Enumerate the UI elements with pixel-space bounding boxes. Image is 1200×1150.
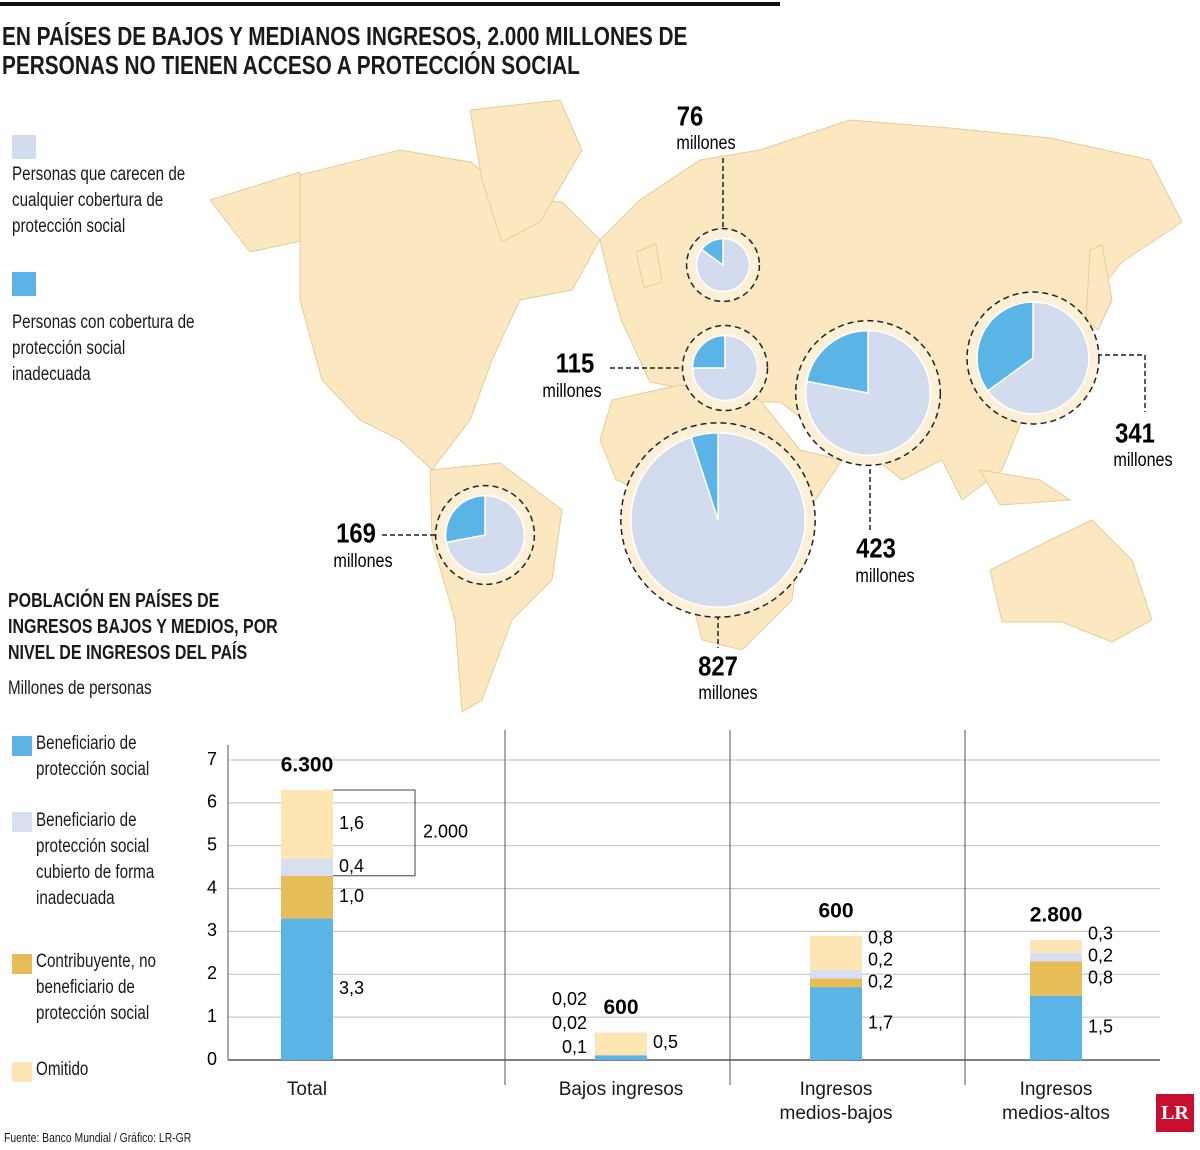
legend-swatch [12, 736, 32, 756]
source: Fuente: Banco Mundial / Gráfico: LR-GR [4, 1130, 304, 1145]
legend-label: Contribuyente, no beneficiario de protec… [36, 951, 156, 1024]
pie-value: 423 [856, 532, 896, 564]
data-label: 0,5 [653, 1032, 678, 1052]
y-tick-label: 2 [207, 963, 217, 983]
bar-segment [281, 858, 333, 876]
data-label: 1,6 [339, 813, 364, 833]
pie-slice [700, 237, 724, 267]
title: EN PAÍSES DE BAJOS Y MEDIANOS INGRESOS, … [2, 21, 688, 80]
legend-swatch [12, 135, 36, 159]
legend-label: Personas con cobertura de protección soc… [12, 312, 195, 385]
legend-label: Beneficiario de protección social [36, 733, 150, 780]
data-label: 1,5 [1088, 1017, 1113, 1037]
leader-line [1097, 354, 1146, 412]
logo: LR [1156, 1094, 1194, 1132]
data-label: 0,2 [868, 972, 893, 992]
pie-slice [444, 494, 486, 544]
pie-value: 341 [1115, 417, 1155, 449]
bar-segment [810, 978, 862, 988]
bar-subtitle: Millones de personas [8, 678, 152, 699]
y-tick-label: 4 [207, 877, 217, 897]
pie-unit: millones [855, 565, 914, 587]
total-label: 600 [818, 899, 853, 922]
bar-title: POBLACIÓN EN PAÍSES DE INGRESOS BAJOS Y … [8, 590, 278, 664]
pie-slice [690, 432, 719, 521]
y-tick-label: 5 [207, 834, 217, 854]
bar-segment [810, 970, 862, 979]
pie-slice [805, 329, 869, 394]
bracket [333, 789, 416, 877]
data-label: 0,4 [339, 856, 364, 876]
data-label: 0,02 [552, 989, 587, 1009]
pie-value: 115 [556, 347, 594, 379]
bar-segment [595, 1054, 647, 1056]
x-tick-label: Total [286, 1079, 328, 1100]
legend-swatch [12, 272, 36, 296]
pie-unit: millones [698, 682, 757, 704]
data-label: 0,1 [562, 1037, 587, 1057]
y-tick-label: 1 [207, 1006, 217, 1026]
y-tick-label: 3 [207, 920, 217, 940]
data-label: 0,02 [552, 1013, 587, 1033]
pie-unit: millones [542, 380, 601, 402]
pie-value: 827 [698, 650, 738, 682]
pie-slice [976, 301, 1034, 392]
total-label: 600 [603, 996, 638, 1019]
legend-swatch [12, 812, 32, 832]
x-tick-label: Ingresos medios-bajos [779, 1079, 893, 1124]
pie-slice [691, 334, 726, 369]
data-label: 0,8 [868, 928, 893, 948]
bar-segment [810, 935, 862, 970]
legend-label: Personas que carecen de cualquier cobert… [12, 164, 186, 237]
pie-unit: millones [676, 132, 735, 154]
y-tick-label: 0 [207, 1049, 217, 1069]
bar-segment [595, 1055, 647, 1060]
bar-segment [1030, 961, 1082, 996]
data-label: 1,7 [868, 1012, 893, 1032]
pie-slice [695, 237, 751, 293]
data-label: 0,8 [1088, 967, 1113, 987]
source-text: Fuente: Banco Mundial / Gráfico: LR-GR [4, 1130, 192, 1145]
annotation: 2.000 [423, 822, 468, 842]
data-label: 0,3 [1088, 923, 1113, 943]
legend-label: Beneficiario de protección social cubier… [36, 810, 155, 909]
pie-unit: millones [333, 550, 392, 572]
data-label: 3,3 [339, 978, 364, 998]
bar-segment [595, 1054, 647, 1055]
legend-swatch [12, 954, 32, 974]
x-tick-label: Bajos ingresos [558, 1079, 684, 1100]
bar-segment [1030, 952, 1082, 962]
legend-swatch [12, 1062, 32, 1082]
bar-segment [595, 1032, 647, 1054]
total-label: 2.800 [1030, 904, 1083, 927]
total-label: 6.300 [281, 754, 334, 777]
data-label: 0,2 [1088, 945, 1113, 965]
data-label: 1,0 [339, 886, 364, 906]
legend-label: Omitido [36, 1059, 89, 1080]
x-tick-label: Ingresos medios-altos [1002, 1079, 1110, 1124]
bar-segment [1030, 995, 1082, 1060]
bar-segment [281, 790, 333, 859]
pie-value: 169 [336, 517, 376, 549]
data-label: 0,2 [868, 950, 893, 970]
bar-segment [281, 875, 333, 919]
pie-unit: millones [1113, 449, 1172, 471]
bar-segment [1030, 940, 1082, 953]
y-tick-label: 6 [207, 792, 217, 812]
pie-value: 76 [677, 100, 703, 132]
top-rule [0, 2, 780, 6]
y-tick-label: 7 [207, 749, 217, 769]
bar-segment [281, 918, 333, 1060]
bar-segment [810, 987, 862, 1060]
pie-slice [986, 301, 1090, 415]
